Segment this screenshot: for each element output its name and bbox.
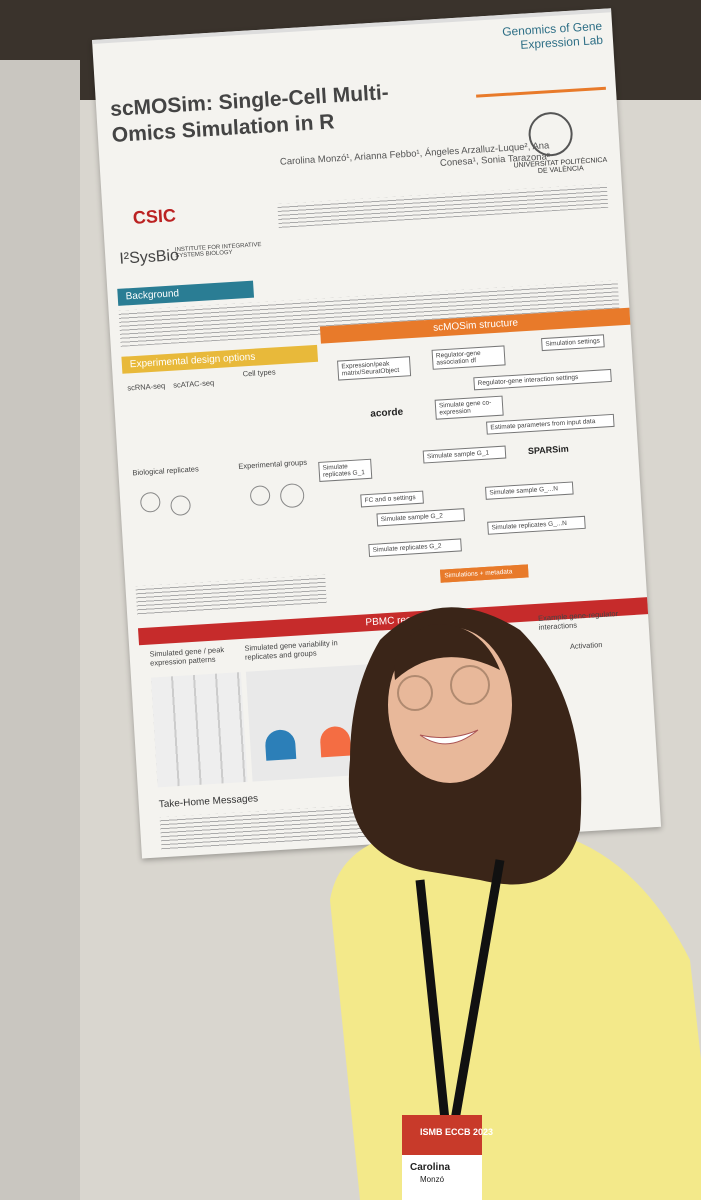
badge-header bbox=[402, 1115, 482, 1155]
badge-event: ISMB ECCB 2023 bbox=[420, 1127, 493, 1137]
neighbor-board bbox=[0, 60, 80, 1200]
badge-name: Carolina bbox=[410, 1162, 450, 1173]
smile bbox=[419, 729, 479, 745]
badge-surname: Monzó bbox=[420, 1175, 445, 1184]
face bbox=[388, 627, 512, 783]
glasses bbox=[397, 675, 433, 711]
lanyard bbox=[415, 859, 505, 1121]
fringe bbox=[394, 624, 500, 680]
glasses bbox=[450, 665, 490, 705]
shirt bbox=[330, 830, 701, 1200]
